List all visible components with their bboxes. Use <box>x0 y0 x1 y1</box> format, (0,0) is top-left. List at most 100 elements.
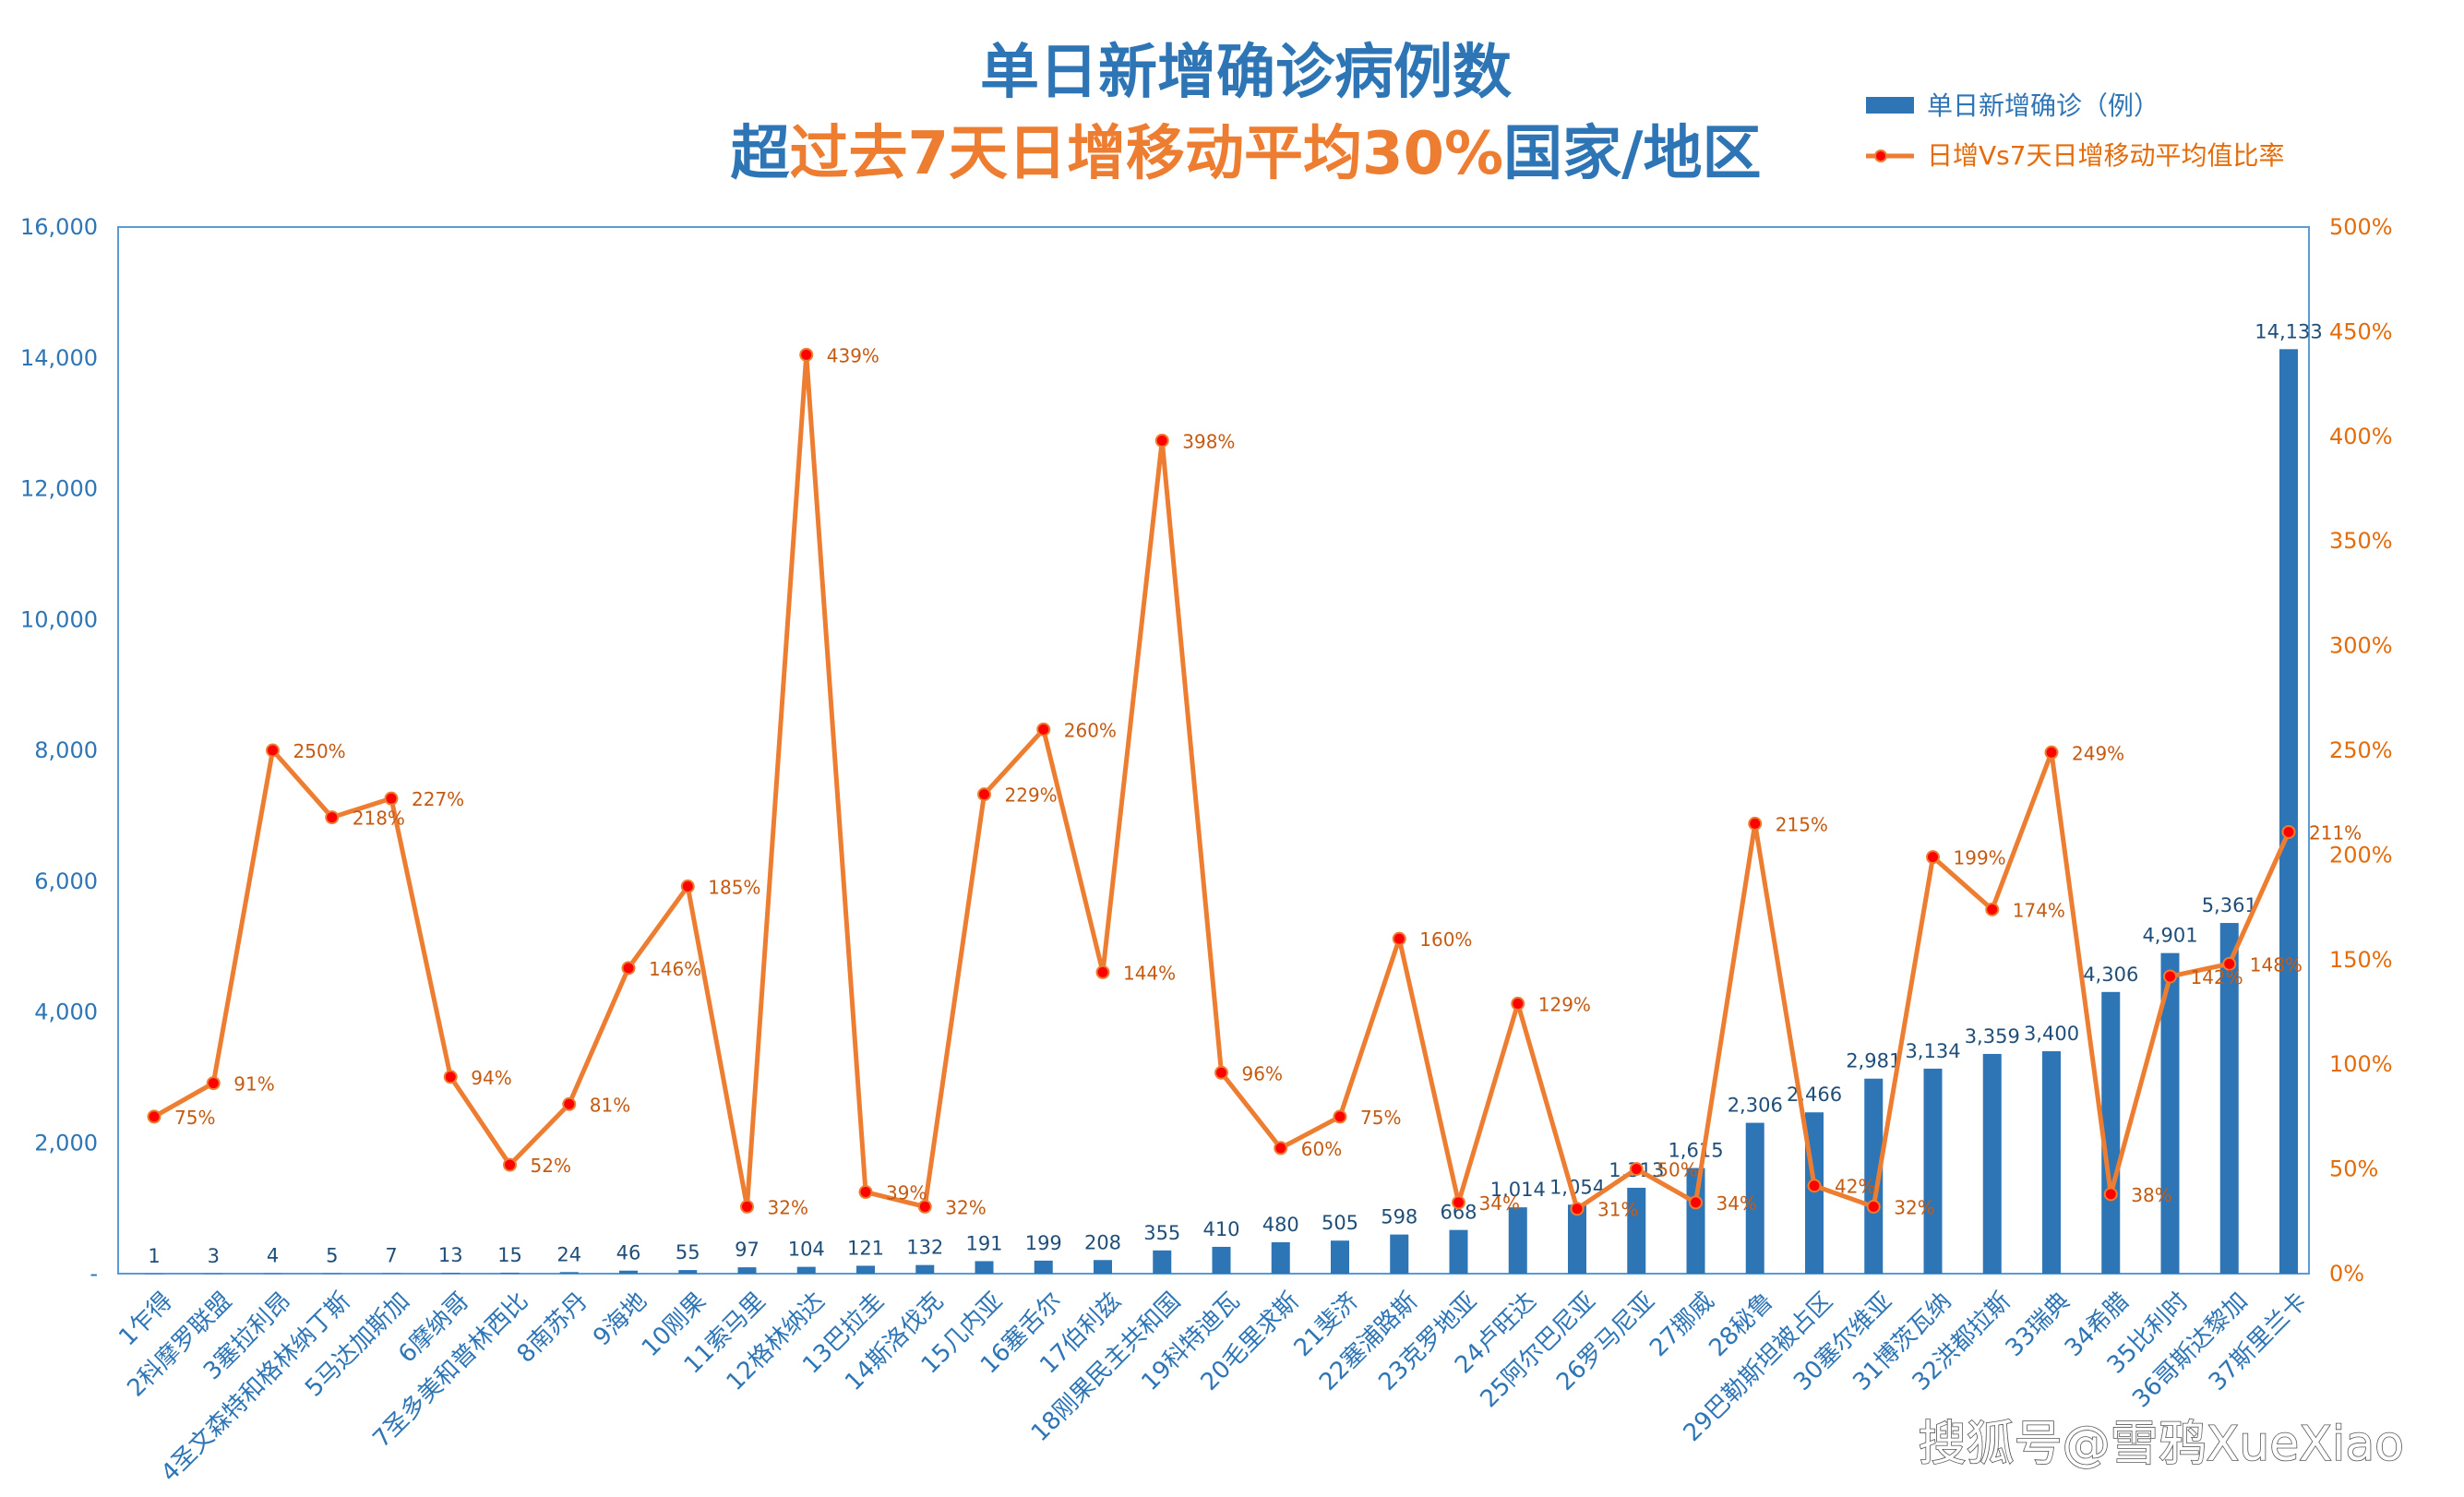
bar-value-label: 46 <box>616 1242 641 1264</box>
ratio-marker <box>1154 433 1169 448</box>
ratio-value-label: 96% <box>1242 1062 1283 1084</box>
bar <box>796 1266 816 1274</box>
bar <box>915 1264 935 1274</box>
ratio-marker <box>1926 850 1940 865</box>
bar <box>1094 1260 1112 1274</box>
bar <box>1686 1168 1705 1274</box>
plot-border <box>117 226 2310 1275</box>
ratio-marker <box>384 791 399 806</box>
bar <box>2219 923 2239 1274</box>
bar-value-label: 208 <box>1084 1231 1121 1253</box>
bar-value-label: 505 <box>1322 1212 1358 1234</box>
bar <box>322 1273 341 1275</box>
bar <box>1331 1240 1349 1274</box>
bar-value-label: 5 <box>326 1245 338 1267</box>
left-axis-tick-label: 6,000 <box>34 868 98 894</box>
bar-series <box>145 349 2298 1275</box>
bar <box>1745 1122 1764 1274</box>
bar-value-label: 3 <box>208 1245 220 1267</box>
ratio-marker <box>977 787 991 802</box>
ratio-value-label: 229% <box>1005 784 1058 807</box>
ratio-value-label: 148% <box>2250 953 2303 976</box>
ratio-marker <box>621 961 636 976</box>
left-axis-tick-label: - <box>90 1261 98 1287</box>
bar <box>678 1270 698 1274</box>
bar-value-label: 410 <box>1202 1218 1239 1240</box>
ratio-marker <box>1036 722 1051 737</box>
legend-line-label: 日增Vs7天日增移动平均值比率 <box>1927 140 2285 171</box>
ratio-marker <box>2281 824 2296 839</box>
bar <box>1212 1246 1231 1274</box>
ratio-marker <box>680 879 695 893</box>
chart-title-line2: 超过去7天日增移动平均30%国家/地区 <box>730 120 1761 188</box>
ratio-value-label: 142% <box>2191 966 2243 988</box>
ratio-value-label: 185% <box>708 876 760 898</box>
ratio-marker <box>1866 1199 1881 1214</box>
bar <box>619 1270 638 1274</box>
bar <box>2279 349 2298 1275</box>
bar-value-label: 97 <box>735 1239 760 1261</box>
left-axis-tick-label: 8,000 <box>34 737 98 763</box>
ratio-marker <box>1629 1162 1644 1177</box>
bar <box>204 1273 223 1275</box>
bar-value-label: 14,133 <box>2255 320 2322 342</box>
title-line2-segment: 国家/地区 <box>1503 120 1761 188</box>
ratio-value-label: 32% <box>945 1196 986 1218</box>
bar-value-label: 55 <box>676 1241 700 1263</box>
ratio-value-label: 75% <box>1360 1107 1401 1129</box>
ratio-value-label: 38% <box>2131 1184 2171 1206</box>
ratio-value-label: 42% <box>1835 1176 1875 1198</box>
title-line2-segment: 超 <box>730 120 790 188</box>
right-axis-tick-label: 200% <box>2329 842 2393 868</box>
ratio-value-label: 60% <box>1301 1138 1342 1160</box>
bar-value-label: 480 <box>1262 1214 1299 1236</box>
bar-value-label: 3,400 <box>2024 1023 2079 1045</box>
right-axis: 0% 50% 100% 150% 200% 250% 300% 350% 400% 450% 500… <box>2329 214 2393 1287</box>
ratio-value-label: 52% <box>531 1155 571 1177</box>
bar <box>1271 1241 1290 1274</box>
right-axis-tick-label: 250% <box>2329 737 2393 763</box>
bar <box>1864 1078 1884 1274</box>
ratio-marker <box>1214 1065 1228 1080</box>
ratio-marker <box>206 1076 221 1091</box>
ratio-marker <box>1452 1195 1465 1210</box>
ratio-value-label: 34% <box>1479 1192 1520 1215</box>
ratio-value-label: 439% <box>827 344 879 366</box>
bar <box>1982 1053 2002 1274</box>
bar <box>145 1273 163 1275</box>
left-axis-tick-label: 12,000 <box>20 476 98 502</box>
bar-value-label: 4,901 <box>2142 925 2197 947</box>
legend-line-marker <box>1874 150 1887 162</box>
chart-title: 单日新增确诊病例数 超过去7天日增移动平均30%国家/地区 <box>730 39 1761 188</box>
bar-value-label: 15 <box>497 1244 522 1266</box>
bar-value-label: 1,014 <box>1490 1179 1546 1201</box>
ratio-marker <box>1807 1179 1822 1193</box>
bar-value-label: 4 <box>267 1245 279 1267</box>
right-axis-tick-label: 0% <box>2329 1261 2364 1287</box>
bar-value-label: 3,134 <box>1905 1040 1960 1062</box>
bar <box>2101 991 2121 1274</box>
right-axis-tick-label: 350% <box>2329 528 2393 554</box>
bar-value-label: 24 <box>556 1243 581 1265</box>
ratio-marker <box>1689 1195 1703 1210</box>
watermark: 搜狐号@雪鸦XueXiao <box>1919 1417 2404 1472</box>
bar-value-label: 5,361 <box>2202 894 2257 916</box>
bar-value-label: 2,466 <box>1787 1084 1842 1106</box>
ratio-marker <box>858 1185 873 1200</box>
bar <box>1390 1234 1409 1274</box>
left-axis-tick-label: 14,000 <box>20 345 98 371</box>
bar-value-label: 598 <box>1381 1206 1417 1228</box>
bar-value-label: 132 <box>906 1237 943 1259</box>
bar-value-label: 2,306 <box>1728 1095 1783 1117</box>
bar-value-labels: 1 3 4 5 7 13 15 24 46 55 97 104 121 132 191 199 208 355 41… <box>148 320 2322 1267</box>
bar-value-label: 2,981 <box>1846 1050 1901 1072</box>
ratio-value-labels: 75% 91% 250% 218% 227% 94% 52% 81% 146% 185% 32% 43… <box>174 344 2362 1220</box>
ratio-value-label: 32% <box>1894 1196 1934 1218</box>
ratio-value-label: 32% <box>768 1196 808 1218</box>
bar-value-label: 121 <box>847 1237 884 1259</box>
ratio-marker <box>1392 931 1406 946</box>
bar-value-label: 104 <box>788 1239 825 1261</box>
bar-value-label: 191 <box>965 1232 1002 1254</box>
ratio-value-label: 31% <box>1597 1199 1638 1221</box>
